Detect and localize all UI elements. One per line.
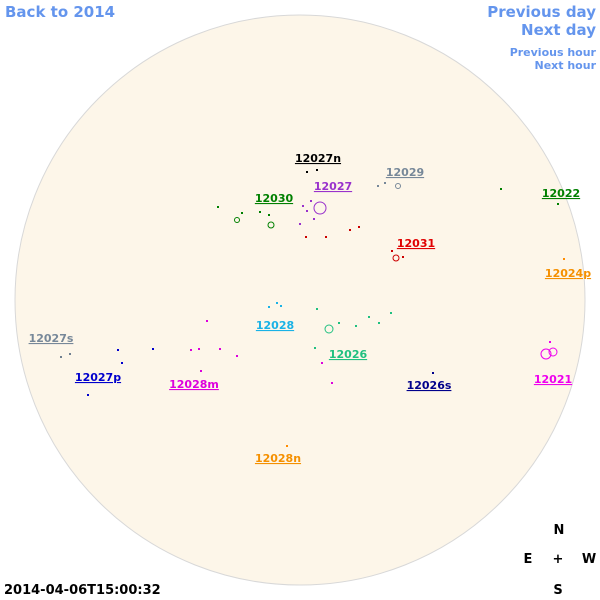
previous-hour-link[interactable]: Previous hour bbox=[510, 46, 597, 59]
next-hour-link[interactable]: Next hour bbox=[535, 59, 597, 72]
region-label[interactable]: 12027n bbox=[295, 152, 341, 165]
compass-west: W bbox=[582, 552, 596, 567]
region-label[interactable]: 12024p bbox=[545, 267, 591, 280]
next-day-link[interactable]: Next day bbox=[521, 21, 596, 39]
region-label[interactable]: 12022 bbox=[542, 187, 580, 200]
region-label[interactable]: 12027 bbox=[314, 180, 352, 193]
timestamp: 2014-04-06T15:00:32 bbox=[4, 583, 161, 598]
region-label[interactable]: 12026 bbox=[329, 348, 368, 361]
region-label[interactable]: 12028m bbox=[169, 378, 219, 391]
region-label[interactable]: 12028n bbox=[255, 452, 301, 465]
region-label[interactable]: 12027s bbox=[29, 332, 74, 345]
previous-day-link[interactable]: Previous day bbox=[487, 3, 596, 21]
region-label[interactable]: 12029 bbox=[386, 166, 424, 179]
region-label[interactable]: 12021 bbox=[534, 373, 572, 386]
back-link[interactable]: Back to 2014 bbox=[5, 3, 115, 21]
solar-disk bbox=[14, 14, 586, 586]
region-label[interactable]: 12027p bbox=[75, 371, 121, 384]
compass-south: S bbox=[553, 583, 562, 598]
region-label[interactable]: 12028 bbox=[256, 319, 294, 332]
compass-north: N bbox=[554, 523, 565, 538]
compass-center: + bbox=[553, 552, 564, 567]
compass-east: E bbox=[524, 552, 533, 567]
region-label[interactable]: 12031 bbox=[397, 237, 435, 250]
region-label[interactable]: 12026s bbox=[407, 379, 452, 392]
region-label[interactable]: 12030 bbox=[255, 192, 294, 205]
sunspots bbox=[60, 169, 565, 447]
